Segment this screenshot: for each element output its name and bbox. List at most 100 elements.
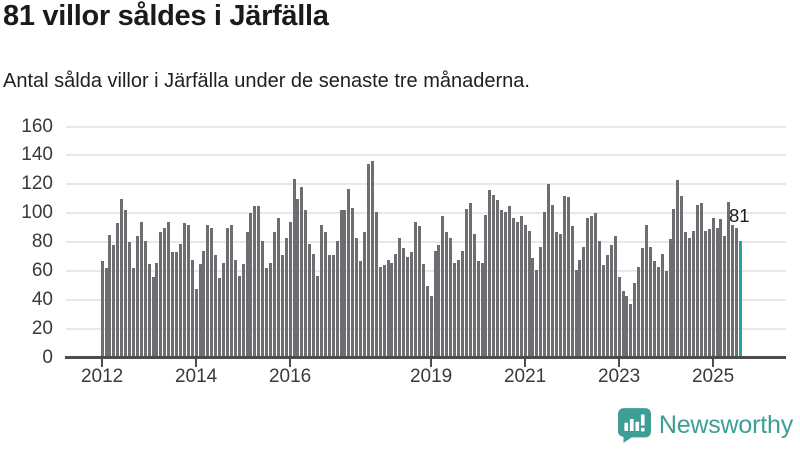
- bar: [504, 211, 508, 358]
- page-title: 81 villor såldes i Järfälla: [3, 0, 329, 32]
- bar: [558, 233, 562, 358]
- bar: [637, 266, 641, 358]
- bar: [167, 221, 171, 358]
- bar: [496, 200, 500, 358]
- bar: [727, 201, 731, 358]
- bar: [374, 211, 378, 358]
- bar: [406, 256, 410, 358]
- bar: [339, 210, 343, 358]
- gridline: [66, 270, 786, 273]
- gridline: [66, 212, 786, 215]
- bar: [272, 232, 276, 358]
- x-axis-tick: [289, 358, 292, 367]
- bar: [108, 235, 112, 358]
- x-axis-tick: [524, 358, 527, 367]
- bar: [453, 262, 457, 358]
- bar: [429, 295, 433, 358]
- bar: [735, 227, 739, 358]
- bar: [695, 204, 699, 358]
- x-axis-tick: [101, 358, 104, 367]
- bar: [194, 288, 198, 358]
- bar: [359, 261, 363, 358]
- bar: [206, 224, 210, 358]
- bar: [598, 240, 602, 358]
- bar: [363, 232, 367, 358]
- bar: [523, 224, 527, 358]
- x-axis-tick: [618, 358, 621, 367]
- x-axis-tick-label: 2014: [174, 366, 218, 387]
- x-axis-tick: [712, 358, 715, 367]
- gridline: [66, 183, 786, 186]
- x-axis-tick: [195, 358, 198, 367]
- bar: [437, 245, 441, 358]
- bar: [605, 255, 609, 358]
- bar: [378, 266, 382, 358]
- bar: [641, 248, 645, 358]
- bar: [366, 164, 370, 358]
- bar: [104, 268, 108, 358]
- bar: [449, 237, 453, 358]
- bar: [543, 211, 547, 358]
- bar: [707, 229, 711, 358]
- bar: [629, 304, 633, 358]
- bar: [652, 261, 656, 358]
- bar: [214, 255, 218, 358]
- bar: [233, 259, 237, 358]
- bar: [668, 239, 672, 358]
- bar: [472, 233, 476, 358]
- bar: [300, 187, 304, 358]
- bar: [402, 248, 406, 358]
- bar: [590, 216, 594, 358]
- bar: [159, 232, 163, 358]
- bar: [128, 242, 132, 358]
- highlight-value-label: 81: [729, 205, 750, 226]
- bar: [280, 255, 284, 358]
- bar: [100, 261, 104, 358]
- newsworthy-wordmark: Newsworthy: [658, 411, 793, 439]
- bar: [648, 246, 652, 358]
- y-axis-tick-label: 80: [31, 231, 53, 253]
- bar: [688, 237, 692, 358]
- bar: [323, 232, 327, 358]
- bar: [684, 232, 688, 358]
- bar: [288, 221, 292, 358]
- bar: [225, 227, 229, 358]
- newsworthy-bubble-chart-icon: [617, 408, 651, 443]
- bar: [515, 221, 519, 358]
- bar: [202, 250, 206, 358]
- bar: [151, 276, 155, 358]
- bar: [394, 253, 398, 358]
- bar: [715, 227, 719, 358]
- bar: [241, 263, 245, 358]
- bar: [613, 236, 617, 358]
- bar: [711, 217, 715, 358]
- bar: [500, 210, 504, 358]
- bar: [633, 282, 637, 358]
- bar: [621, 291, 625, 358]
- bar: [594, 213, 598, 358]
- bar: [292, 178, 296, 358]
- bar: [625, 295, 629, 358]
- x-axis-tick: [430, 358, 433, 367]
- bar: [343, 210, 347, 358]
- bar: [237, 275, 241, 358]
- bar: [120, 198, 124, 358]
- bar: [190, 259, 194, 358]
- bar: [139, 221, 143, 358]
- bar: [370, 161, 374, 358]
- bar: [656, 266, 660, 358]
- bar: [147, 263, 151, 358]
- y-axis-tick-label: 100: [21, 202, 53, 224]
- bar: [331, 255, 335, 358]
- y-axis-tick-label: 160: [21, 115, 53, 137]
- bar: [660, 253, 664, 358]
- y-axis-tick-label: 120: [21, 173, 53, 195]
- bar: [731, 224, 735, 358]
- bar: [566, 197, 570, 358]
- bar: [143, 240, 147, 358]
- bar: [421, 263, 425, 358]
- bar: [413, 221, 417, 358]
- bar: [112, 245, 116, 358]
- bar: [398, 237, 402, 358]
